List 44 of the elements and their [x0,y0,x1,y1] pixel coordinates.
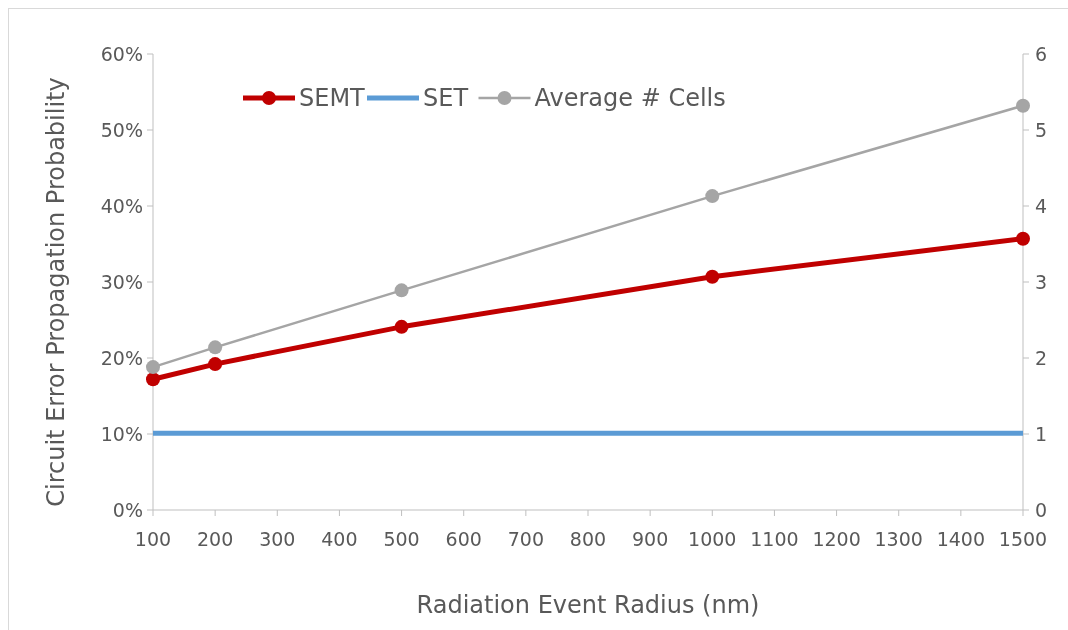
y2-tick-label: 2 [1035,346,1048,369]
point [705,269,720,284]
legend-label: SEMT [299,84,366,113]
y2-tick-label: 3 [1035,270,1048,293]
legend-label: SET [423,84,469,113]
y-axis-title: Circuit Error Propagation Probability [42,77,70,507]
x-tick-label: 400 [321,528,358,550]
x-tick-label: 700 [507,528,544,550]
point [1016,98,1030,113]
x-tick-label: 100 [134,528,172,550]
point [394,319,409,334]
point [394,283,409,298]
point [1016,231,1030,246]
y2-tick-label: 5 [1035,118,1048,141]
y2-tick-label: 1 [1035,422,1048,445]
x-tick-label: 1300 [874,528,923,550]
y-tick-label: 20% [100,346,143,369]
y-tick-label: 10% [100,422,143,445]
point [208,340,223,355]
point [705,189,720,204]
x-tick-label: 300 [259,528,296,550]
y-tick-label: 30% [100,270,143,293]
y-tick-label: 60% [100,42,143,65]
x-tick-label: 1000 [688,528,737,550]
y-tick-label: 40% [100,194,143,217]
x-tick-label: 900 [632,528,669,550]
x-tick-label: 1500 [998,528,1048,550]
y2-tick-label: 0 [1035,498,1048,521]
x-tick-label: 1400 [936,528,986,550]
y2-tick-label: 4 [1035,194,1048,217]
y2-tick-label: 6 [1035,42,1048,65]
x-axis-title: Radiation Event Radius (nm) [416,591,760,619]
x-tick-label: 600 [445,528,482,550]
x-tick-label: 800 [569,528,607,550]
point [146,360,160,375]
point [208,357,223,372]
y-tick-label: 0% [112,498,143,521]
legend-label: Average # Cells [534,84,726,113]
x-tick-label: 200 [197,528,234,550]
x-tick-label: 1200 [812,528,861,550]
x-tick-label: 500 [383,528,420,550]
x-tick-label: 1100 [750,528,799,550]
y-tick-label: 50% [100,118,143,141]
point [146,372,160,387]
